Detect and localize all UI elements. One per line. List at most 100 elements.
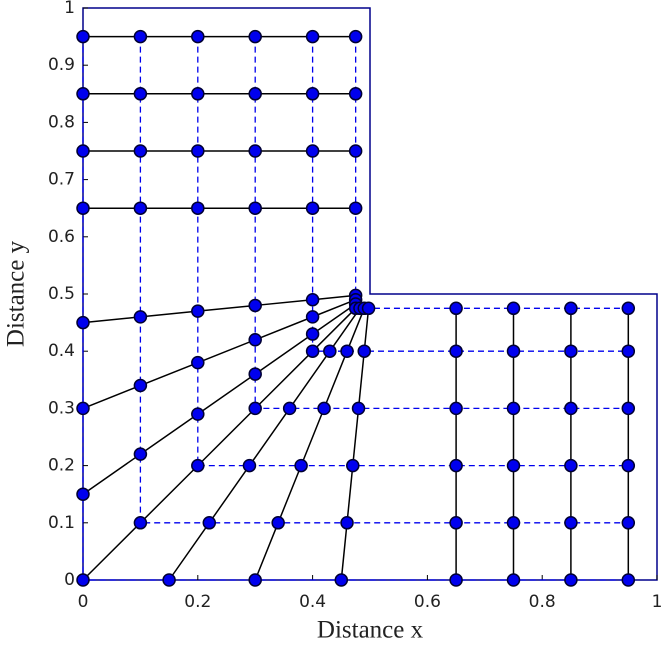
mesh-node — [76, 315, 90, 330]
mesh-node — [305, 344, 320, 358]
mesh-node — [449, 458, 463, 473]
mesh-node — [506, 458, 521, 473]
mesh-node — [133, 144, 148, 158]
mesh-node — [294, 458, 308, 473]
mesh-node — [564, 573, 578, 587]
x-tick-label: 0.4 — [299, 592, 326, 612]
mesh-node — [133, 310, 148, 324]
y-tick-label: 0.1 — [48, 513, 75, 533]
y-tick-label: 0.8 — [48, 112, 75, 132]
mesh-node — [248, 367, 262, 381]
mesh-node — [346, 458, 360, 473]
mesh-node — [191, 144, 205, 158]
mesh-node — [191, 304, 205, 318]
mesh-node — [348, 201, 363, 215]
y-tick-label: 0.4 — [48, 341, 75, 361]
x-tick-label: 0 — [78, 592, 89, 612]
mesh-node — [282, 401, 297, 416]
mesh-node — [248, 333, 262, 347]
y-tick-label: 0 — [64, 570, 75, 590]
mesh-node — [191, 201, 205, 215]
cross-line — [168, 307, 361, 581]
y-tick-label: 0.7 — [48, 170, 75, 190]
y-axis-label: Distance y — [3, 240, 30, 347]
mesh-node — [248, 87, 262, 101]
mesh-node — [305, 87, 320, 101]
mesh-node — [191, 87, 205, 101]
mesh-node — [357, 344, 372, 358]
mesh-node — [621, 301, 636, 316]
mesh-node — [564, 344, 578, 358]
mesh-node — [133, 378, 148, 393]
mesh-line — [197, 36, 629, 467]
y-tick-label: 1 — [64, 0, 75, 18]
cross-line — [340, 308, 370, 581]
cross-line — [82, 303, 357, 495]
mesh-node — [348, 87, 363, 101]
mesh-node — [248, 144, 262, 158]
mesh-node — [305, 29, 320, 44]
mesh-node — [506, 301, 521, 316]
mesh-node — [191, 407, 205, 421]
mesh-node — [133, 87, 148, 101]
mesh-node — [248, 201, 262, 215]
mesh-node — [305, 201, 320, 215]
mesh-node — [564, 401, 578, 416]
mesh-node — [506, 401, 521, 416]
mesh-node — [191, 29, 205, 44]
mesh-node — [621, 344, 636, 358]
mesh-node — [351, 401, 366, 416]
mesh-node — [340, 516, 354, 530]
x-tick-label: 0.2 — [184, 592, 211, 612]
mesh-node — [76, 144, 90, 158]
mesh-node — [334, 573, 349, 587]
mesh-node — [242, 458, 257, 473]
mesh-node — [621, 573, 636, 587]
mesh-node — [317, 401, 331, 416]
mesh-node — [564, 516, 578, 530]
mesh-node — [305, 310, 320, 324]
mesh-node — [76, 573, 90, 587]
mesh-node — [506, 516, 521, 530]
mesh-node — [248, 298, 262, 313]
mesh-node — [133, 201, 148, 215]
mesh-node — [133, 516, 148, 530]
mesh-node — [202, 516, 217, 530]
mesh-node — [361, 301, 376, 316]
mesh-node — [133, 29, 148, 44]
mesh-node — [564, 301, 578, 316]
y-tick-label: 0.3 — [48, 398, 75, 418]
mesh-node — [248, 573, 262, 587]
cross-line — [82, 294, 356, 324]
x-tick-label: 0.8 — [529, 592, 556, 612]
mesh-node — [621, 516, 636, 530]
mesh-node — [449, 301, 463, 316]
mesh-node — [133, 447, 148, 461]
mesh-node — [348, 144, 363, 158]
cross-line — [254, 308, 365, 581]
x-tick-label: 0.6 — [414, 592, 441, 612]
mesh-node — [564, 458, 578, 473]
mesh-node — [506, 573, 521, 587]
mesh-node — [248, 401, 262, 416]
mesh-node — [76, 201, 90, 215]
mesh-node — [191, 458, 205, 473]
mesh-node — [162, 573, 176, 587]
mesh-node — [248, 29, 262, 44]
mesh-node — [76, 29, 90, 44]
mesh-node — [449, 573, 463, 587]
mesh-node — [323, 344, 337, 358]
mesh-line — [354, 36, 629, 309]
mesh-node — [191, 355, 205, 370]
mesh-node — [76, 87, 90, 101]
cross-line — [82, 299, 356, 410]
y-tick-label: 0.9 — [48, 55, 75, 75]
x-axis-label: Distance x — [317, 617, 424, 644]
mesh-node — [506, 344, 521, 358]
mesh-node — [449, 401, 463, 416]
mesh-node — [449, 344, 463, 358]
y-tick-label: 0.5 — [48, 284, 75, 304]
cross-line — [82, 307, 357, 581]
mesh-node — [348, 29, 363, 44]
